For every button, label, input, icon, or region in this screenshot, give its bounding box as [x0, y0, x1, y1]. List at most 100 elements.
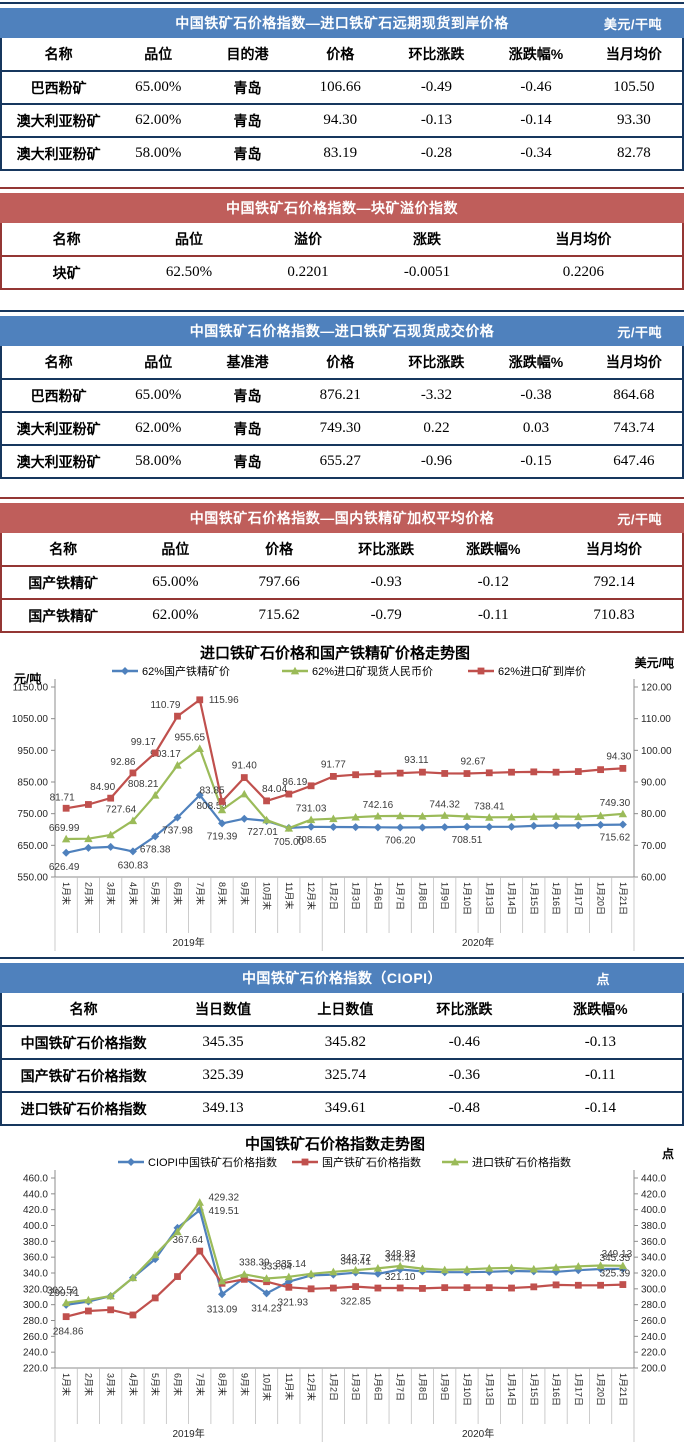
svg-text:630.83: 630.83	[118, 860, 149, 871]
svg-text:321.10: 321.10	[385, 1272, 416, 1283]
svg-text:1月6日: 1月6日	[373, 1373, 383, 1401]
table-body: 名称 品位 目的港 价格 环比涨跌 涨跌幅% 当月均价 巴西粉矿 65.00% 青岛 106.66 -…	[0, 38, 684, 171]
table-cell: -0.46	[448, 1034, 481, 1050]
table-cell: 青岛	[233, 145, 262, 162]
svg-text:9月末: 9月末	[239, 882, 250, 905]
table-import-cfr-forward: 中国铁矿石价格指数—进口铁矿石远期现货到岸价格 美元/干吨 名称 品位 目的港 价格 环…	[0, 2, 684, 171]
table-cell: 105.50	[613, 79, 655, 95]
svg-text:6月末: 6月末	[172, 1373, 183, 1396]
table-cell: 797.66	[258, 574, 300, 590]
table-body: 名称 品位 基准港 价格 环比涨跌 涨跌幅% 当月均价 巴西粉矿 65.00% 青岛 876.21 -…	[0, 346, 684, 479]
svg-text:344.42: 344.42	[385, 1254, 416, 1265]
header-cell: 价格	[265, 541, 294, 557]
header-cell: 环比涨跌	[358, 541, 415, 557]
table-cell: -0.79	[370, 607, 402, 623]
table-lump-premium: 中国铁矿石价格指数—块矿溢价指数 名称 品位 溢价 涨跌 当月均价 块矿 62.50% 0.2…	[0, 187, 684, 290]
svg-text:808.21: 808.21	[128, 779, 159, 790]
svg-text:2020年: 2020年	[462, 1427, 494, 1440]
header-cell: 价格	[326, 46, 355, 62]
svg-text:345.35: 345.35	[600, 1253, 631, 1264]
table-cell: 青岛	[233, 453, 262, 470]
svg-text:1月末: 1月末	[61, 1373, 72, 1396]
table-cell: -0.14	[520, 112, 552, 128]
table-cell: 715.62	[258, 607, 300, 623]
svg-text:322.85: 322.85	[340, 1297, 371, 1308]
header-cell: 当日数值	[194, 1001, 251, 1017]
table-title-band: 中国铁矿石价格指数（CIOPI） 点	[0, 963, 684, 993]
table-cell: 876.21	[319, 387, 361, 403]
header-cell: 环比涨跌	[408, 354, 465, 370]
table-row: 澳大利亚粉矿 58.00% 青岛 83.19 -0.28 -0.34 82.78	[0, 138, 684, 171]
svg-text:91.77: 91.77	[321, 759, 346, 770]
svg-text:11月末: 11月末	[284, 882, 295, 909]
svg-text:62%国产铁精矿价: 62%国产铁精矿价	[142, 664, 230, 678]
svg-text:70.00: 70.00	[641, 841, 666, 852]
header-cell: 目的港	[226, 46, 269, 62]
table-cell: 106.66	[319, 79, 361, 95]
svg-text:742.16: 742.16	[363, 800, 394, 811]
svg-text:1月10日: 1月10日	[462, 1373, 472, 1406]
svg-text:4月末: 4月末	[128, 882, 139, 905]
svg-text:1月16日: 1月16日	[551, 882, 561, 915]
table-header-row: 名称 品位 基准港 价格 环比涨跌 涨跌幅% 当月均价	[0, 346, 684, 380]
table-row: 块矿 62.50% 0.2201 -0.0051 0.2206	[0, 257, 684, 290]
table-cell: 345.35	[202, 1034, 244, 1050]
svg-text:1月9日: 1月9日	[440, 882, 450, 910]
header-cell: 名称	[49, 541, 78, 557]
svg-text:335.14: 335.14	[276, 1259, 307, 1270]
svg-text:9月末: 9月末	[239, 1373, 250, 1396]
header-cell: 名称	[52, 231, 81, 247]
table-cell: -0.12	[477, 574, 509, 590]
svg-text:进口铁矿石价格指数: 进口铁矿石价格指数	[472, 1155, 571, 1169]
svg-text:300.0: 300.0	[23, 1300, 48, 1311]
table-cell: 345.82	[324, 1034, 367, 1050]
table-cell: 青岛	[233, 79, 262, 96]
svg-text:367.64: 367.64	[172, 1235, 203, 1246]
table-title-band: 中国铁矿石价格指数—进口铁矿石现货成交价格 元/干吨	[0, 316, 684, 346]
table-unit: 元/干吨	[617, 511, 662, 527]
table-cell: 62.00%	[135, 112, 182, 128]
svg-text:280.0: 280.0	[641, 1300, 666, 1311]
table-cell: -0.13	[420, 112, 453, 128]
table-cell: 325.74	[324, 1067, 367, 1083]
svg-text:93.11: 93.11	[404, 755, 429, 766]
table-domestic-concentrate: 中国铁矿石价格指数—国内铁精矿加权平均价格 元/干吨 名称 品位 价格 环比涨跌 涨跌幅…	[0, 497, 684, 633]
table-row: 澳大利亚粉矿 62.00% 青岛 749.30 0.22 0.03 743.74	[0, 413, 684, 446]
svg-text:62%进口矿到岸价: 62%进口矿到岸价	[498, 665, 586, 678]
table-cell: 澳大利亚粉矿	[16, 420, 101, 437]
table-header-row: 名称 品位 价格 环比涨跌 涨跌幅% 当月均价	[0, 533, 684, 567]
svg-text:1月6日: 1月6日	[373, 882, 383, 910]
svg-text:1月7日: 1月7日	[395, 882, 405, 910]
svg-text:美元/吨: 美元/吨	[635, 655, 674, 670]
svg-text:62%进口矿现货人民币价: 62%进口矿现货人民币价	[312, 664, 433, 678]
table-cell: -0.34	[520, 145, 552, 161]
svg-text:7月末: 7月末	[195, 1373, 206, 1396]
svg-text:420.0: 420.0	[23, 1205, 48, 1216]
svg-text:333.04: 333.04	[261, 1262, 292, 1273]
header-cell: 上日数值	[317, 1001, 374, 1017]
header-cell: 价格	[326, 354, 355, 370]
table-cell: -0.15	[520, 453, 552, 469]
svg-text:1月17日: 1月17日	[573, 882, 583, 915]
table-cell: 65.00%	[135, 79, 182, 95]
svg-text:92.86: 92.86	[110, 757, 135, 768]
svg-text:313.09: 313.09	[207, 1304, 238, 1315]
table-title: 中国铁矿石价格指数—进口铁矿石远期现货到岸价格	[175, 15, 509, 31]
svg-text:1月20日: 1月20日	[596, 1373, 606, 1406]
table-row: 进口铁矿石价格指数 349.13 349.61 -0.48 -0.14	[0, 1093, 684, 1126]
table-cell: 325.39	[202, 1067, 244, 1083]
table-cell: -0.11	[585, 1067, 616, 1083]
table-cell: 青岛	[233, 387, 262, 404]
table-cell: 83.19	[323, 145, 358, 161]
svg-text:955.65: 955.65	[174, 733, 205, 744]
svg-text:400.0: 400.0	[641, 1205, 666, 1216]
table-title: 中国铁矿石价格指数（CIOPI）	[241, 970, 443, 986]
table-cell: 62.00%	[152, 607, 199, 623]
table-cell: 巴西粉矿	[30, 387, 87, 404]
table-cell: 0.2201	[287, 264, 329, 280]
svg-text:260.0: 260.0	[641, 1316, 666, 1327]
svg-text:708.65: 708.65	[296, 835, 327, 846]
svg-text:2月末: 2月末	[83, 1373, 94, 1396]
svg-text:1月7日: 1月7日	[395, 1373, 405, 1401]
